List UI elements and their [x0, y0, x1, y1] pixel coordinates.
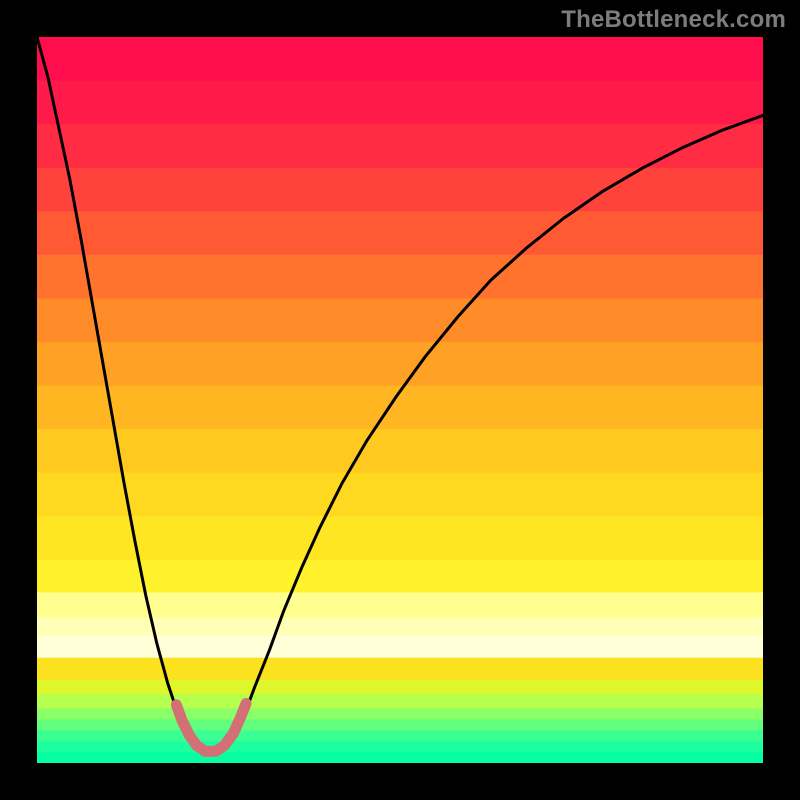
plot-area — [37, 37, 763, 763]
plot-svg — [37, 37, 763, 763]
chart-root: TheBottleneck.com — [0, 0, 800, 800]
watermark-label: TheBottleneck.com — [561, 6, 786, 34]
